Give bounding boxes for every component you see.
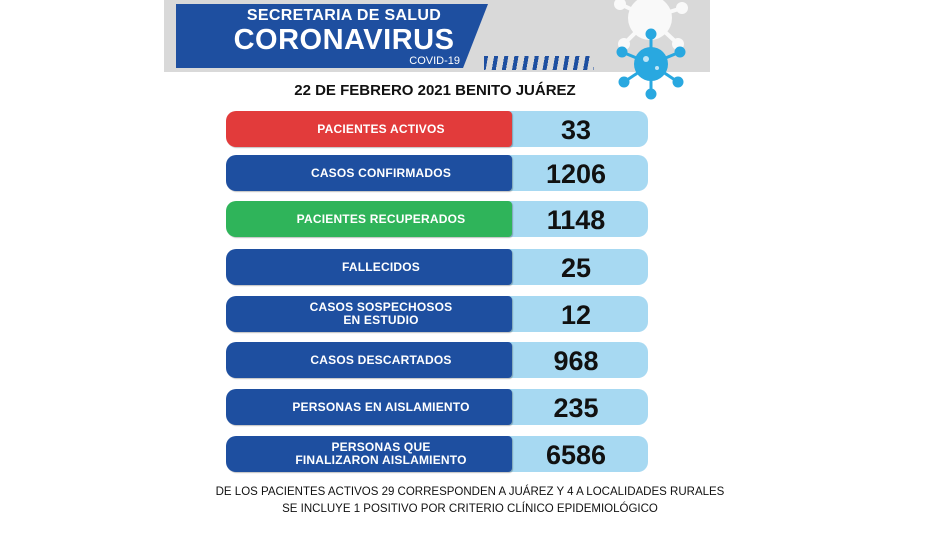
stat-value: 968 [553,346,599,376]
stat-row-fallecidos: FALLECIDOS 25 [226,249,652,287]
stat-label-line: CASOS DESCARTADOS [310,352,452,367]
footer-note: DE LOS PACIENTES ACTIVOS 29 CORRESPONDEN… [120,484,820,517]
stat-label-line: PACIENTES RECUPERADOS [296,211,466,226]
stat-row-personas-aislamiento: PERSONAS EN AISLAMIENTO 235 [226,389,652,427]
stat-label-line: PACIENTES ACTIVOS [317,121,445,136]
stat-value: 6586 [545,440,607,470]
stat-value: 25 [560,253,592,283]
stat-value-background [496,201,648,237]
stat-value: 1148 [546,205,606,235]
stat-value: 1206 [545,159,607,189]
footer-line: SE INCLUYE 1 POSITIVO POR CRITERIO CLÍNI… [282,502,658,515]
virus-watermark-icon [614,0,688,50]
stat-row-casos-sospechosos: CASOS SOSPECHOSOS EN ESTUDIO 12 [226,296,652,334]
decorative-stripes [484,56,594,70]
stat-value-background [496,111,648,147]
header-line-covid: COVID-19 [409,55,460,67]
stat-value: 33 [560,115,592,145]
stat-label-line: FALLECIDOS [341,259,420,274]
header-line-coronavirus: CORONAVIRUS [233,24,455,56]
stat-label: CASOS DESCARTADOS [226,342,512,378]
stat-label: PACIENTES ACTIVOS [226,111,512,147]
virus-icon [616,28,686,100]
stat-value-background [496,155,648,191]
stat-value-background [496,296,648,332]
stat-label-line: FINALIZARON AISLAMIENTO [295,453,467,467]
stat-value-background [496,436,648,472]
stat-label-line: PERSONAS QUE [331,440,431,455]
stat-value-background [496,389,648,425]
header-title: SECRETARIA DE SALUD CORONAVIRUS COVID-19 [210,8,478,67]
report-date-location: 22 DE FEBRERO 2021 BENITO JUÁREZ [294,82,576,99]
footer-line: DE LOS PACIENTES ACTIVOS 29 CORRESPONDEN… [215,486,725,498]
stat-row-casos-descartados: CASOS DESCARTADOS 968 [226,342,652,380]
stat-label: PACIENTES RECUPERADOS [226,201,512,237]
stat-row-casos-confirmados: CASOS CONFIRMADOS 1206 [226,155,652,193]
stat-label-line: PERSONAS EN AISLAMIENTO [292,399,470,414]
header-line-secretaria: SECRETARIA DE SALUD [246,7,442,24]
stat-row-pacientes-recuperados: PACIENTES RECUPERADOS 1148 [226,201,652,239]
header-banner [176,4,488,68]
stat-label: FALLECIDOS [226,249,512,285]
stat-label: CASOS SOSPECHOSOS EN ESTUDIO [226,296,512,332]
stat-value-background [496,342,648,378]
stat-value: 12 [560,300,592,330]
stat-value-background [496,249,648,285]
stat-label-line: CASOS SOSPECHOSOS [309,300,453,315]
stat-label-line: CASOS CONFIRMADOS [310,165,452,180]
stat-label-line: EN ESTUDIO [343,313,419,327]
stat-row-finalizaron-aislamiento: PERSONAS QUE FINALIZARON AISLAMIENTO 658… [226,436,652,474]
stat-label: PERSONAS EN AISLAMIENTO [226,389,512,425]
stat-row-pacientes-activos: PACIENTES ACTIVOS 33 [226,111,652,149]
stat-value: 235 [553,393,599,423]
stat-label: CASOS CONFIRMADOS [226,155,512,191]
stat-label: PERSONAS QUE FINALIZARON AISLAMIENTO [226,436,512,472]
